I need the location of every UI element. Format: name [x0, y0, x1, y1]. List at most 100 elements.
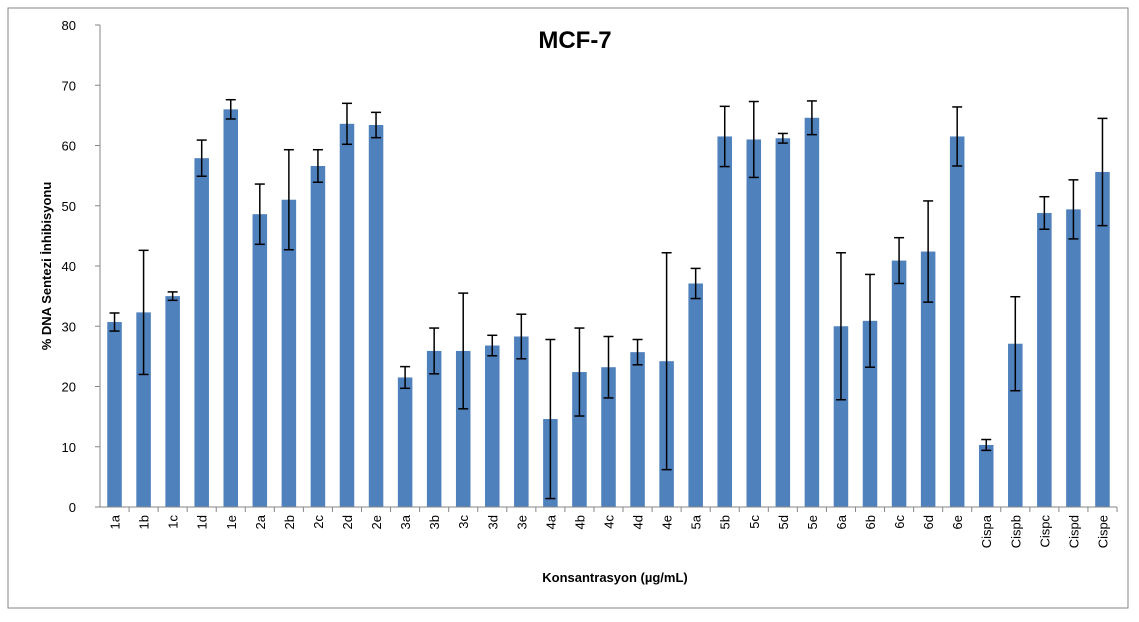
error-bar	[341, 102, 352, 146]
bar	[746, 139, 762, 507]
bar	[891, 260, 907, 507]
chart-title: MCF-7	[538, 27, 611, 54]
bar	[572, 372, 587, 507]
x-tick-label: 1c	[166, 515, 181, 529]
bar	[136, 312, 151, 507]
error-bar	[894, 236, 905, 285]
x-tick-label: 6c	[892, 515, 907, 529]
x-tick-label: Cispb	[1008, 515, 1023, 548]
bar	[310, 165, 326, 508]
error-bar	[283, 148, 294, 251]
x-tick-label: 1e	[224, 515, 239, 529]
bar	[107, 322, 122, 507]
error-bar	[632, 338, 643, 366]
error-bar	[371, 111, 382, 139]
x-tick-label: 3e	[514, 515, 529, 529]
error-bar	[1039, 195, 1050, 230]
y-tick-label: 70	[62, 78, 76, 93]
error-bar	[719, 105, 730, 168]
x-tick-label: 3c	[456, 515, 471, 529]
error-bar	[167, 291, 178, 302]
bar	[339, 123, 355, 507]
y-tick-label: 40	[62, 259, 76, 274]
error-bar	[516, 313, 527, 360]
error-bar	[574, 327, 585, 417]
error-bar	[777, 132, 788, 144]
x-tick-label: 3d	[485, 515, 500, 529]
bar	[630, 352, 645, 507]
y-tick-label: 50	[62, 199, 76, 214]
x-tick-label: 6e	[950, 515, 965, 529]
x-tick-label: 1a	[108, 514, 123, 529]
bar	[165, 296, 180, 507]
bar	[775, 138, 791, 507]
error-bar	[138, 249, 149, 376]
bar	[281, 199, 297, 507]
bar	[455, 350, 471, 507]
error-bar	[400, 365, 411, 390]
x-tick-label: 5a	[689, 514, 704, 529]
bar	[485, 345, 500, 507]
y-tick-label: 80	[62, 18, 76, 33]
x-tick-label: 3a	[398, 514, 413, 529]
error-bar	[545, 338, 556, 500]
bar	[717, 136, 732, 507]
x-tick-label: Cispa	[979, 514, 994, 548]
bar	[223, 109, 239, 507]
x-axis-label: Konsantrasyon (µg/mL)	[542, 570, 687, 585]
error-bar	[835, 251, 846, 401]
bar	[804, 117, 820, 507]
error-bar	[254, 183, 265, 246]
x-tick-label: 2a	[253, 514, 268, 529]
x-tick-label: 2c	[311, 515, 326, 529]
error-bar	[865, 273, 876, 368]
error-bar	[748, 100, 759, 179]
x-tick-label: 4e	[660, 515, 675, 529]
bar	[601, 367, 616, 507]
error-bar	[806, 100, 817, 136]
bar	[978, 444, 994, 507]
x-tick-label: 6a	[834, 514, 849, 529]
error-bar	[1010, 295, 1021, 392]
x-tick-label: 2b	[282, 515, 297, 529]
bar	[1037, 212, 1052, 508]
x-tick-label: 4b	[572, 515, 587, 529]
x-tick-label: 2e	[369, 515, 384, 529]
x-tick-label: 1b	[137, 515, 152, 529]
x-tick-label: 5d	[776, 515, 791, 529]
x-tick-label: 6b	[863, 515, 878, 529]
error-bar	[312, 148, 323, 184]
bar	[920, 251, 936, 507]
error-bar	[429, 327, 440, 375]
bar	[194, 158, 209, 507]
x-tick-label: 4d	[631, 515, 646, 529]
y-axis-label: % DNA Sentezi İnhibisyonu	[39, 182, 54, 351]
y-tick-label: 20	[62, 380, 76, 395]
x-tick-label: Cispe	[1095, 515, 1110, 548]
x-tick-label: 6d	[921, 515, 936, 529]
y-tick-label: 10	[62, 440, 76, 455]
error-bar	[1097, 117, 1108, 227]
x-tick-label: 2d	[340, 515, 355, 529]
bar	[688, 283, 703, 507]
x-tick-label: Cispd	[1066, 515, 1081, 548]
x-tick-label: 4a	[543, 514, 558, 529]
x-tick-label: 5e	[805, 515, 820, 529]
bar	[368, 125, 384, 507]
bar	[833, 326, 849, 507]
x-tick-label: Cispc	[1037, 515, 1052, 548]
error-bar	[923, 200, 934, 303]
error-bar	[603, 335, 614, 399]
error-bar	[458, 292, 469, 410]
y-tick-label: 60	[62, 139, 76, 154]
bar	[1008, 343, 1023, 507]
error-bar	[690, 267, 701, 300]
x-tick-label: 3b	[427, 515, 442, 529]
bar	[1066, 209, 1081, 508]
bar	[426, 350, 442, 507]
x-tick-label: 5b	[718, 515, 733, 529]
y-tick-label: 0	[69, 500, 76, 515]
y-tick-label: 30	[62, 319, 76, 334]
error-bar	[1068, 179, 1079, 240]
error-bar	[661, 251, 672, 471]
